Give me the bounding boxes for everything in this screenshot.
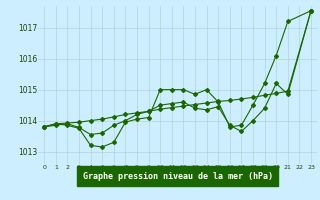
X-axis label: Graphe pression niveau de la mer (hPa): Graphe pression niveau de la mer (hPa) — [83, 172, 273, 181]
